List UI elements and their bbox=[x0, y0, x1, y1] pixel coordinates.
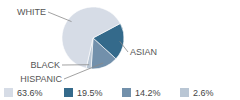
legend-label: 63.6% bbox=[17, 88, 43, 98]
leader-line bbox=[62, 64, 89, 65]
legend-swatch bbox=[4, 88, 13, 97]
pie-slice bbox=[62, 7, 120, 68]
category-label: WHITE bbox=[17, 7, 46, 17]
legend-swatch bbox=[122, 88, 131, 97]
leader-line bbox=[120, 41, 128, 52]
category-label: ASIAN bbox=[130, 47, 157, 57]
legend: 63.6% 19.5% 14.2% 2.6% bbox=[4, 88, 214, 98]
slices bbox=[62, 7, 124, 69]
leader-line bbox=[64, 63, 103, 79]
category-label: HISPANIC bbox=[20, 74, 62, 84]
legend-swatch bbox=[180, 88, 189, 97]
legend-label: 2.6% bbox=[193, 88, 214, 98]
legend-label: 14.2% bbox=[135, 88, 161, 98]
category-label: BLACK bbox=[30, 60, 60, 70]
chart-container: WHITE ASIAN HISPANIC BLACK 63.6% 19.5% 14.2% 2.… bbox=[0, 0, 240, 100]
pie-chart: WHITE ASIAN HISPANIC BLACK 63.6% 19.5% 14.2% 2.… bbox=[0, 0, 240, 100]
legend-swatch bbox=[64, 88, 73, 97]
leader-line bbox=[48, 12, 72, 22]
pie-slice bbox=[91, 38, 116, 69]
legend-label: 19.5% bbox=[77, 88, 103, 98]
